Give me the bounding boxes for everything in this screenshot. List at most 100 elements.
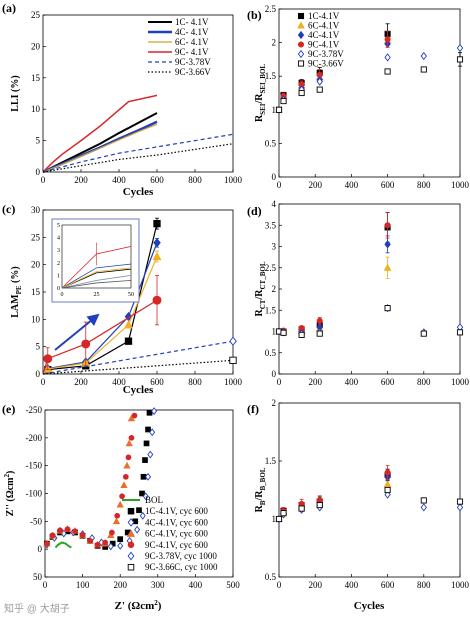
inset-series-line <box>61 267 132 289</box>
legend-label: 4C- 4.1V <box>175 27 209 37</box>
series-line <box>42 359 234 375</box>
y-tick-label: 5 <box>36 342 41 352</box>
data-point <box>116 500 124 508</box>
y-tick-label: 4 <box>272 199 277 209</box>
data-point <box>229 336 237 346</box>
data-point <box>139 511 146 520</box>
y-tick-label: 10 <box>31 104 41 114</box>
y-tick-label: -200 <box>26 433 43 443</box>
y-tick-label: 2 <box>272 398 277 408</box>
data-point <box>280 510 287 517</box>
series-line <box>42 133 234 173</box>
y-tick-label: -100 <box>26 489 43 499</box>
data-point <box>134 525 141 534</box>
x-tick-label: 0 <box>277 580 282 590</box>
y-axis-label: RB/RB_BOL <box>254 467 267 512</box>
legend-label: 9C- 4.1V <box>175 47 209 57</box>
data-point <box>136 507 142 514</box>
x-tick-label: 1000 <box>451 377 470 387</box>
watermark-text: 知乎 @ 大胡子 <box>4 604 70 615</box>
legend-marker <box>127 551 135 561</box>
inset-frame <box>61 224 132 289</box>
data-point <box>456 56 464 63</box>
series-line <box>42 94 158 173</box>
y-tick-label: 2 <box>272 284 277 294</box>
y-tick-label: 15 <box>31 287 41 297</box>
legend-label: 4C-4.1V, cyc 600 <box>145 517 208 527</box>
x-tick-label: 600 <box>381 580 395 590</box>
legend-marker <box>297 49 305 59</box>
x-tick-label: 100 <box>76 580 90 590</box>
data-point <box>81 339 91 349</box>
inset-y-tick-label: 5 <box>57 223 60 229</box>
legend-marker <box>127 507 135 515</box>
data-point <box>151 407 158 416</box>
x-tick-label: 600 <box>150 377 164 387</box>
y-tick-label: 25 <box>31 10 41 20</box>
data-point <box>152 295 162 305</box>
data-point <box>131 412 138 419</box>
data-point <box>102 539 109 546</box>
y-tick-label: 5 <box>36 136 41 146</box>
x-tick-label: 200 <box>308 180 322 190</box>
plot-frame <box>278 8 461 178</box>
legend-marker <box>126 529 136 537</box>
inset-x-tick-label: 50 <box>128 292 134 298</box>
legend-marker <box>297 60 305 67</box>
data-point <box>384 36 391 43</box>
data-point <box>125 439 133 447</box>
x-tick-label: 200 <box>308 377 322 387</box>
x-tick-label: 600 <box>381 377 395 387</box>
y-axis-label: Z'' (Ωcm2) <box>3 471 16 517</box>
data-point <box>316 502 323 509</box>
inset-y-tick-label: 4 <box>57 236 60 242</box>
y-axis-label: LLI (%) <box>10 75 21 111</box>
data-point <box>120 481 128 488</box>
data-point <box>146 409 153 416</box>
y-tick-label: -150 <box>26 461 43 471</box>
panel-label: (d) <box>247 204 262 218</box>
legend-marker <box>127 518 135 527</box>
x-axis-label: Z' (Ωcm2) <box>115 599 162 612</box>
data-point <box>456 503 464 512</box>
inset-arrow <box>54 313 100 351</box>
x-tick-label: 200 <box>308 580 322 590</box>
data-point <box>153 220 161 228</box>
y-tick-label: 1.5 <box>265 456 277 466</box>
legend-marker <box>297 41 305 48</box>
data-point <box>107 542 114 551</box>
data-point <box>280 329 287 336</box>
x-tick-label: 400 <box>345 377 359 387</box>
data-point <box>384 486 391 494</box>
series-line <box>42 120 158 174</box>
plot-frame <box>42 14 234 173</box>
data-point <box>143 440 150 447</box>
x-tick-label: 600 <box>381 180 395 190</box>
data-point <box>229 356 237 364</box>
inset-series-line <box>61 275 132 289</box>
y-tick-label: 1.5 <box>265 305 277 315</box>
legend-label: 9C-3.78V <box>175 57 211 67</box>
x-axis-label: Cycles <box>123 186 154 198</box>
x-tick-label: 0 <box>277 377 282 387</box>
y-tick-label: 0 <box>272 369 277 379</box>
y-axis-label: LAMPE (%) <box>10 266 23 317</box>
legend-label: 1C-4.1V, cyc 600 <box>145 506 208 516</box>
data-point <box>117 541 124 550</box>
legend-label: 6C-4.1V, cyc 600 <box>145 529 208 539</box>
legend-label: 9C-3.66V <box>308 59 344 69</box>
legend-marker <box>297 30 305 40</box>
y-tick-label: 0 <box>272 172 277 182</box>
data-point <box>139 490 145 497</box>
data-point <box>298 331 305 338</box>
series-line <box>54 541 72 549</box>
series-line <box>42 299 158 375</box>
y-tick-label: 3 <box>272 242 277 252</box>
x-tick-label: 400 <box>345 580 359 590</box>
data-point <box>112 517 121 525</box>
legend-label: 9C-3.78V, cyc 1000 <box>145 551 217 561</box>
x-tick-label: 800 <box>188 377 202 387</box>
legend-label: 9C-3.66C, cyc 1000 <box>145 562 218 572</box>
data-point <box>384 240 391 249</box>
